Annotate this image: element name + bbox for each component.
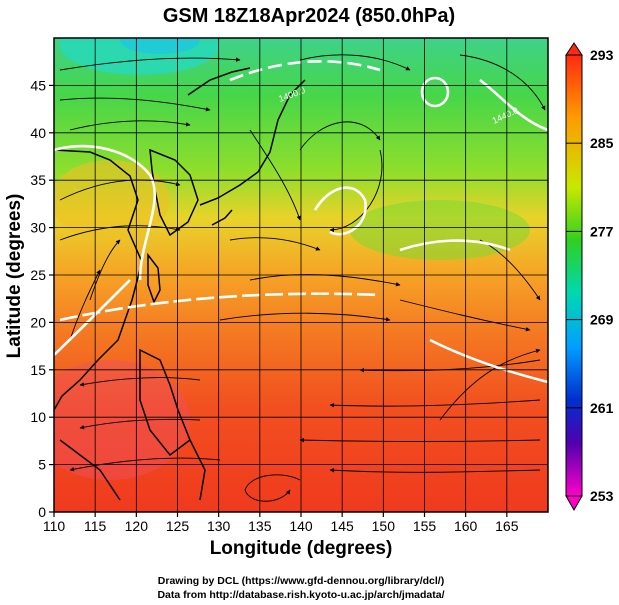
contour-4	[429, 338, 548, 384]
colorbar-tick-label: 277	[590, 223, 614, 239]
chart-title: GSM 18Z18Apr2024 (850.0hPa)	[163, 5, 455, 27]
grid	[54, 38, 548, 512]
colorbar-tick-label: 253	[590, 488, 614, 504]
colorbar-tick-label: 293	[590, 47, 614, 63]
x-tick-label: 165	[495, 518, 519, 534]
colorbar-tick-label: 261	[590, 400, 614, 416]
x-tick-label: 155	[413, 518, 437, 534]
y-tick-label: 40	[30, 125, 46, 141]
colorbar-tick-label: 269	[590, 312, 614, 328]
colorbar-top-arrow	[565, 42, 583, 56]
x-tick-label: 135	[248, 518, 272, 534]
map-field: 1400.0 1440.0	[54, 38, 548, 512]
y-tick-label: 45	[30, 77, 46, 93]
x-axis: 110 115 120 125 130 135 140 145 150 155 160 165	[43, 512, 519, 534]
x-axis-label: Longitude (degrees)	[210, 538, 393, 559]
y-tick-label: 0	[38, 504, 46, 520]
x-tick-label: 145	[330, 518, 354, 534]
contour-1	[54, 144, 156, 281]
x-tick-label: 160	[454, 518, 478, 534]
hot-region	[54, 360, 190, 480]
contour-low	[313, 186, 367, 236]
height-contours	[54, 59, 548, 384]
colorbar-bar	[565, 54, 583, 497]
y-tick-label: 35	[30, 172, 46, 188]
y-tick-label: 5	[38, 457, 46, 473]
contour-closed-ne	[420, 76, 450, 108]
y-axis: 0 5 10 15 20 25 30 35 40 45	[30, 77, 54, 520]
contour-3	[479, 78, 548, 132]
x-tick-label: 140	[289, 518, 313, 534]
x-tick-label: 150	[372, 518, 396, 534]
y-tick-label: 15	[30, 362, 46, 378]
y-tick-label: 25	[30, 267, 46, 283]
y-tick-label: 10	[30, 409, 46, 425]
y-tick-label: 20	[30, 314, 46, 330]
colorbar-bottom-arrow	[565, 495, 583, 512]
y-tick-label: 30	[30, 220, 46, 236]
coldest-region	[120, 38, 200, 54]
y-axis-label: Latitude (degrees)	[4, 194, 25, 359]
contour-6	[54, 279, 131, 356]
x-tick-label: 115	[84, 518, 107, 534]
x-tick-label: 110	[43, 518, 66, 534]
colorbar-tick-label: 285	[590, 135, 614, 151]
x-tick-label: 125	[166, 518, 190, 534]
credit-data: Data from http://database.rish.kyoto-u.a…	[157, 589, 444, 601]
contour-7	[399, 239, 511, 252]
credit-drawing: Drawing by DCL (https://www.gfd-dennou.o…	[158, 575, 444, 587]
x-tick-label: 130	[207, 518, 231, 534]
x-tick-label: 120	[125, 518, 149, 534]
colorbar: 293 285 277 269 261 253	[565, 42, 614, 512]
green-wedge	[350, 200, 530, 260]
